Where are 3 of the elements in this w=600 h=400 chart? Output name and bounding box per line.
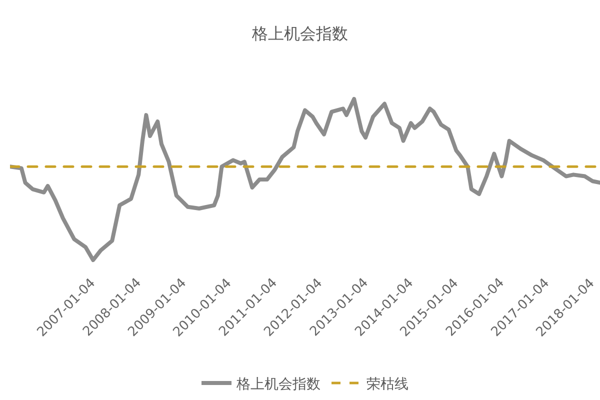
- legend-label: 格上机会指数: [236, 376, 320, 393]
- legend-label: 荣枯线: [366, 376, 408, 393]
- chart-title: 格上机会指数: [251, 24, 348, 44]
